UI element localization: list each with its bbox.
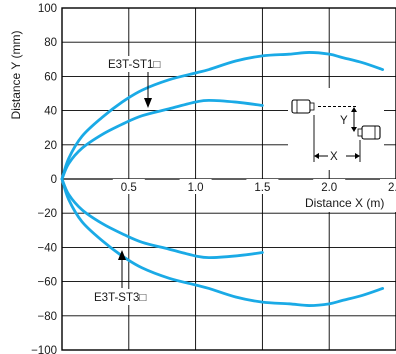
x-tick-label-bg [380,179,396,194]
st3-label-bg [90,289,172,305]
y-tick-label: 40 [44,106,57,118]
st1-annotation-label: E3T-ST1□ [108,59,160,71]
st3-annotation-label: E3T-ST3□ [94,292,146,304]
y-tick-label: 80 [44,37,57,49]
x-tick-label-bg [246,179,279,194]
st1-curve-lower [60,177,385,307]
st3-curve-upper [60,98,264,181]
y-tick-label: −40 [37,242,57,254]
emitter-sensor-icon [291,99,315,114]
diagram-x-label: X [330,151,338,163]
st1-label-bg [104,56,180,72]
y-tick-label: 100 [38,3,57,15]
y-offset-arrowhead-top [351,107,357,112]
x-axis-label: Distance X (m) [305,196,384,210]
x-tick-label: 1.0 [188,182,204,194]
x-distance-arrowhead-left [314,153,319,159]
x-distance-arrowhead-right [355,153,360,159]
x-tick-label-bg [313,179,346,194]
st1-curve-upper [60,51,385,181]
tick-labels: −100 −80 −60 −40 −20 0 20 40 60 80 100 0.5 1.0 1.5 2.0… [31,3,396,354]
x-tick-label: 1.5 [254,182,270,194]
x-tick-label: 2.5 [388,182,396,194]
measurement-diagram: Y X [288,88,384,170]
x-tick-label-bg [179,179,212,194]
y-axis-label: Distance Y (mm) [9,31,23,120]
st3-curve-lower [60,177,264,260]
st1-pointer-arrowhead [144,98,152,108]
x-axis-label-bg [300,194,396,212]
data-curves [60,51,385,307]
st3-pointer-arrowhead [118,250,126,260]
x-tick-label: 2.0 [321,182,337,194]
y-tick-label: 20 [44,140,57,152]
receiver-sensor-icon [357,125,381,140]
y-offset-arrowhead-bottom [351,127,357,132]
x-tick-label-bg [112,179,145,194]
y-tick-label: 60 [44,71,57,83]
y-tick-label: −100 [31,345,57,354]
x-tick-label: 0.5 [121,182,137,194]
y-tick-label: −80 [37,311,57,323]
diagram-y-label: Y [340,115,348,127]
y-tick-label: −20 [37,208,57,220]
y-tick-label: −60 [37,277,57,289]
y-tick-label: 0 [51,174,57,186]
